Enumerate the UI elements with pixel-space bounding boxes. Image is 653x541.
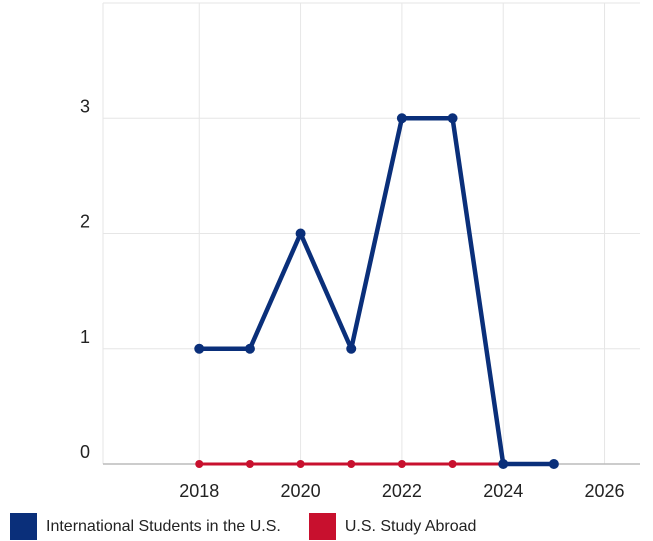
legend-swatch-international-students	[10, 513, 37, 540]
data-point-international-students	[396, 113, 407, 124]
series-lines	[194, 113, 559, 469]
data-point-international-students	[244, 343, 255, 354]
data-point-us-study-abroad	[397, 460, 406, 468]
y-tick-label: 1	[80, 327, 90, 347]
data-point-international-students	[346, 343, 357, 354]
y-axis-ticks: 0 1 2 3 4	[80, 0, 90, 462]
series-line-international-students	[197, 116, 557, 467]
legend-item-us-study-abroad[interactable]: U.S. Study Abroad	[308, 513, 477, 540]
legend-label-us-study-abroad: U.S. Study Abroad	[344, 517, 477, 535]
x-tick-label: 2022	[382, 481, 422, 501]
legend-item-international-students[interactable]: International Students in the U.S.	[10, 513, 281, 540]
y-tick-label: 0	[80, 442, 90, 462]
data-point-international-students	[548, 459, 559, 469]
data-point-international-students	[194, 343, 205, 354]
y-tick-label: 2	[80, 212, 90, 232]
data-point-us-study-abroad	[195, 460, 204, 468]
legend-swatch-us-study-abroad	[308, 513, 336, 540]
data-point-us-study-abroad	[347, 460, 356, 468]
x-tick-label: 2020	[281, 481, 321, 501]
grid-lines	[102, 2, 640, 465]
x-tick-label: 2018	[179, 481, 219, 501]
x-tick-label: 2026	[585, 481, 625, 501]
data-point-us-study-abroad	[245, 460, 254, 468]
data-point-international-students	[447, 113, 458, 124]
x-tick-label: 2024	[483, 481, 523, 501]
y-tick-label: 3	[80, 96, 90, 116]
legend-label-international-students: International Students in the U.S.	[46, 517, 281, 535]
line-chart: 2018 2020 2022 2024 2026 0 1 2 3 4	[80, 0, 640, 501]
data-point-us-study-abroad	[296, 460, 305, 468]
legend: International Students in the U.S. U.S. …	[10, 513, 504, 540]
y-tick-label: 4	[80, 0, 90, 1]
data-point-international-students	[498, 459, 509, 469]
data-point-international-students	[295, 228, 306, 239]
x-axis-ticks: 2018 2020 2022 2024 2026	[179, 481, 624, 501]
data-point-us-study-abroad	[448, 460, 457, 468]
